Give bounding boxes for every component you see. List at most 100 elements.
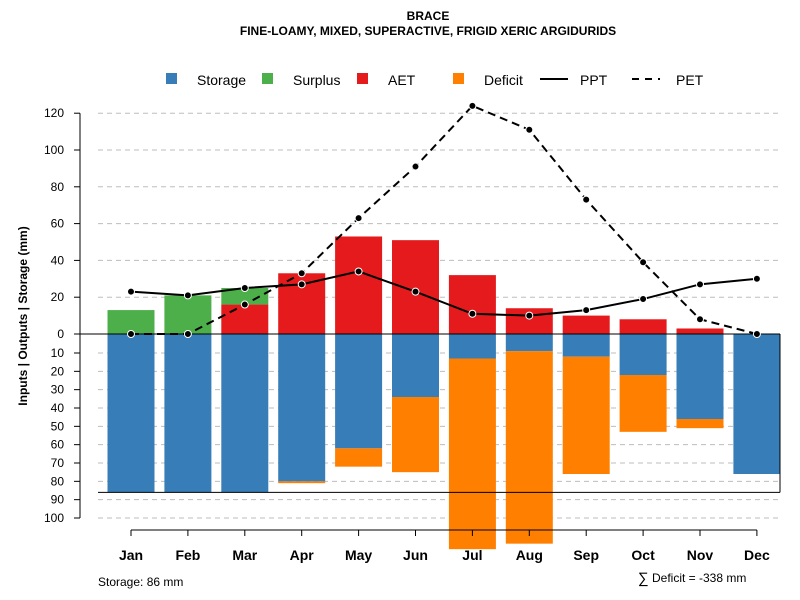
ppt-point <box>582 306 591 315</box>
y-tick-label: 0 <box>57 327 64 341</box>
x-tick-label: Apr <box>290 547 315 563</box>
y-tick-label: 100 <box>44 511 64 525</box>
deficit-bar <box>392 397 439 473</box>
ppt-point <box>297 280 306 289</box>
deficit-footnote: Deficit = -338 mm <box>652 571 746 585</box>
y-tick-label: 90 <box>51 493 65 507</box>
legend-aet-label: AET <box>388 72 416 88</box>
storage-bar <box>733 334 781 474</box>
x-tick-label: Jun <box>403 547 428 563</box>
ppt-point <box>240 284 249 292</box>
y-tick-label: 70 <box>51 456 65 470</box>
legend-ppt-label: PPT <box>580 72 608 88</box>
chart-title: BRACE <box>407 9 450 23</box>
legend-pet-label: PET <box>676 72 704 88</box>
storage-footnote: Storage: 86 mm <box>98 575 183 589</box>
surplus-bar <box>221 288 269 305</box>
x-tick-label: May <box>345 547 372 563</box>
y-tick-label: 40 <box>51 253 65 267</box>
x-tick-label: Jan <box>119 547 143 563</box>
legend: Storage Surplus AET Deficit PPT PET <box>166 72 704 88</box>
x-tick-label: Feb <box>175 547 200 563</box>
surplus-bar <box>164 295 212 334</box>
legend-deficit-swatch <box>453 73 464 84</box>
ppt-point <box>525 311 534 320</box>
legend-surplus-swatch <box>262 73 273 84</box>
aet-bar <box>562 315 610 334</box>
aet-bar <box>676 328 724 334</box>
y-tick-label: 60 <box>51 438 65 452</box>
y-tick-label: 80 <box>51 180 65 194</box>
legend-aet-swatch <box>357 73 368 84</box>
y-axis-label: Inputs | Outputs | Storage (mm) <box>16 226 30 405</box>
aet-bar <box>392 240 439 334</box>
ppt-point <box>468 309 477 318</box>
y-tick-label: 80 <box>51 474 65 488</box>
y-tick-label: 50 <box>51 419 65 433</box>
y-tick-label: 30 <box>51 383 65 397</box>
ppt-point <box>752 274 761 283</box>
axes: 0 20 40 60 80 100 120 10 20 30 40 50 60 70 80 90 100 Jan F… <box>44 106 781 563</box>
y-tick-label: 10 <box>51 346 65 360</box>
y-tick-label: 120 <box>44 106 64 120</box>
storage-bar <box>676 334 724 419</box>
x-tick-label: Dec <box>744 547 770 563</box>
chart-subtitle: FINE-LOAMY, MIXED, SUPERACTIVE, FRIGID X… <box>240 24 616 38</box>
pet-point <box>183 330 192 338</box>
legend-deficit-label: Deficit <box>484 72 523 88</box>
storage-bar <box>448 334 496 359</box>
legend-surplus-label: Surplus <box>293 72 340 88</box>
aet-bar <box>448 275 496 334</box>
ppt-point <box>411 287 420 296</box>
series-lines <box>127 101 761 338</box>
pet-point <box>525 125 534 134</box>
deficit-bar <box>505 351 553 544</box>
deficit-bar <box>562 356 610 474</box>
bars <box>107 236 781 550</box>
storage-bar <box>505 334 553 352</box>
deficit-bar <box>619 375 667 432</box>
pet-point <box>582 195 591 204</box>
aet-bar <box>221 304 269 334</box>
aet-bar <box>619 319 667 334</box>
deficit-bar <box>448 358 496 550</box>
surplus-bar <box>107 310 155 334</box>
pet-point <box>696 315 704 324</box>
y-tick-label: 100 <box>44 143 64 157</box>
ppt-point <box>696 280 704 289</box>
y-tick-label: 40 <box>51 401 65 415</box>
deficit-bar <box>676 419 724 429</box>
pet-point <box>752 330 761 338</box>
storage-bar <box>562 334 610 357</box>
storage-bar <box>335 334 383 449</box>
storage-bar <box>221 334 269 493</box>
legend-storage-label: Storage <box>197 72 246 88</box>
ppt-line <box>130 270 757 317</box>
pet-line <box>131 104 758 335</box>
pet-point <box>240 300 249 309</box>
storage-bar <box>619 334 667 375</box>
pet-point <box>354 214 363 223</box>
ppt-point <box>639 295 648 304</box>
storage-bar <box>278 334 326 482</box>
storage-bar <box>164 334 212 493</box>
aet-bar <box>335 236 383 334</box>
x-tick-label: Jul <box>462 547 482 563</box>
legend-storage-swatch <box>166 73 177 84</box>
storage-bar <box>107 334 155 493</box>
deficit-bar <box>335 448 383 467</box>
y-tick-label: 20 <box>51 364 65 378</box>
pet-point <box>127 330 135 338</box>
y-tick-label: 60 <box>51 217 65 231</box>
pet-point <box>468 101 477 110</box>
x-tick-label: Sep <box>573 547 599 563</box>
x-tick-label: Nov <box>687 547 714 563</box>
storage-bar <box>392 334 439 397</box>
ppt-point <box>127 287 135 296</box>
pet-point <box>639 258 648 267</box>
x-tick-label: Mar <box>232 547 257 563</box>
pet-point <box>411 162 420 171</box>
x-tick-label: Oct <box>631 547 655 563</box>
pet-point <box>297 269 306 278</box>
